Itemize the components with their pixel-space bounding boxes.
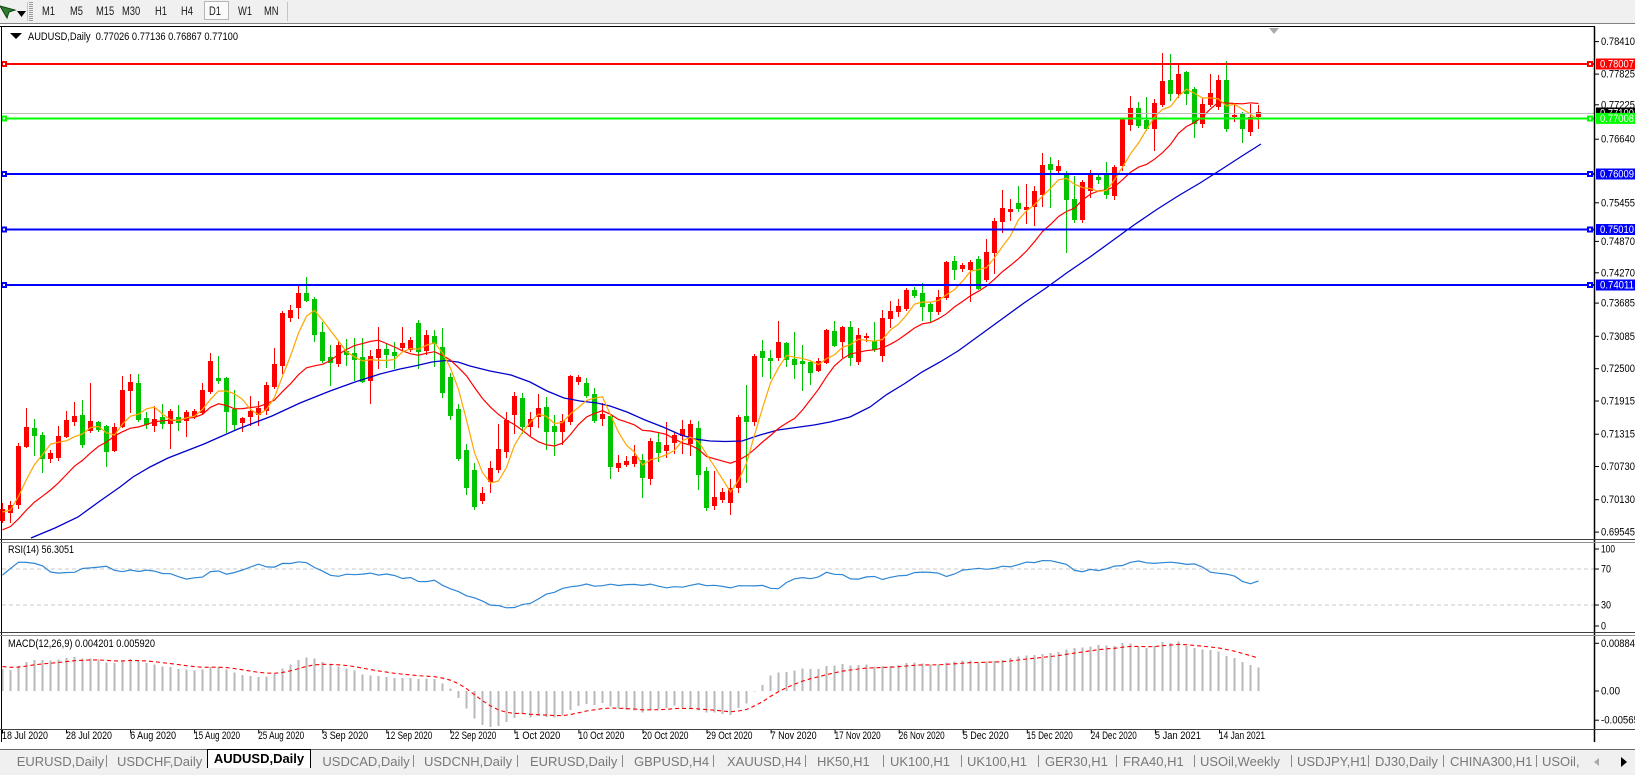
svg-text:7 Nov 2020: 7 Nov 2020 [771,730,817,742]
svg-text:-0.00565: -0.00565 [1601,715,1635,727]
svg-text:0.78410: 0.78410 [1601,36,1635,48]
svg-text:20 Oct 2020: 20 Oct 2020 [643,730,689,742]
svg-text:0.73685: 0.73685 [1601,298,1635,310]
svg-text:0.74011: 0.74011 [1600,280,1634,292]
svg-text:0.71315: 0.71315 [1601,429,1635,441]
svg-text:18 Jul 2020: 18 Jul 2020 [2,730,48,742]
svg-text:1 Oct 2020: 1 Oct 2020 [514,730,560,742]
svg-text:0.77825: 0.77825 [1601,69,1635,81]
svg-text:0.77008: 0.77008 [1600,113,1634,125]
svg-text:0.71915: 0.71915 [1601,396,1635,408]
svg-text:0.72500: 0.72500 [1601,363,1635,375]
svg-text:0.76009: 0.76009 [1600,169,1634,181]
svg-text:15 Dec 2020: 15 Dec 2020 [1027,730,1073,742]
svg-text:0.73085: 0.73085 [1601,331,1635,343]
svg-text:25 Aug 2020: 25 Aug 2020 [258,730,304,742]
svg-text:0.70130: 0.70130 [1601,494,1635,506]
svg-text:0.69545: 0.69545 [1601,527,1635,539]
svg-text:0.74870: 0.74870 [1601,236,1635,248]
svg-text:RSI(14) 56.3051: RSI(14) 56.3051 [8,544,74,556]
svg-text:14 Jan 2021: 14 Jan 2021 [1219,730,1265,742]
svg-text:AUDUSD,Daily 0.77026 0.77136: AUDUSD,Daily 0.77026 0.77136 0.76867 0.7… [28,31,238,43]
svg-text:0.70730: 0.70730 [1601,461,1635,473]
svg-text:0.75455: 0.75455 [1601,197,1635,209]
svg-text:17 Nov 2020: 17 Nov 2020 [835,730,881,742]
svg-text:0.00: 0.00 [1601,686,1620,698]
svg-text:0.78007: 0.78007 [1600,59,1634,71]
svg-text:30: 30 [1601,600,1611,612]
svg-text:10 Oct 2020: 10 Oct 2020 [578,730,624,742]
svg-text:26 Nov 2020: 26 Nov 2020 [899,730,945,742]
svg-text:24 Dec 2020: 24 Dec 2020 [1091,730,1137,742]
svg-text:5 Dec 2020: 5 Dec 2020 [963,730,1009,742]
svg-text:3 Sep 2020: 3 Sep 2020 [322,730,368,742]
svg-text:28 Jul 2020: 28 Jul 2020 [66,730,112,742]
svg-text:70: 70 [1601,564,1611,576]
svg-text:0.75010: 0.75010 [1600,224,1634,236]
svg-text:22 Sep 2020: 22 Sep 2020 [450,730,496,742]
svg-text:0.74270: 0.74270 [1601,267,1635,279]
svg-text:6 Aug 2020: 6 Aug 2020 [130,730,176,742]
svg-text:12 Sep 2020: 12 Sep 2020 [386,730,432,742]
svg-text:0: 0 [1601,621,1606,633]
svg-text:100: 100 [1601,544,1615,556]
svg-text:0.00884: 0.00884 [1601,638,1635,650]
svg-text:MACD(12,26,9) 0.004201 0.00592: MACD(12,26,9) 0.004201 0.005920 [8,638,155,650]
svg-text:0.76640: 0.76640 [1601,134,1635,146]
svg-text:5 Jan 2021: 5 Jan 2021 [1155,730,1201,742]
svg-text:15 Aug 2020: 15 Aug 2020 [194,730,240,742]
svg-text:29 Oct 2020: 29 Oct 2020 [707,730,753,742]
